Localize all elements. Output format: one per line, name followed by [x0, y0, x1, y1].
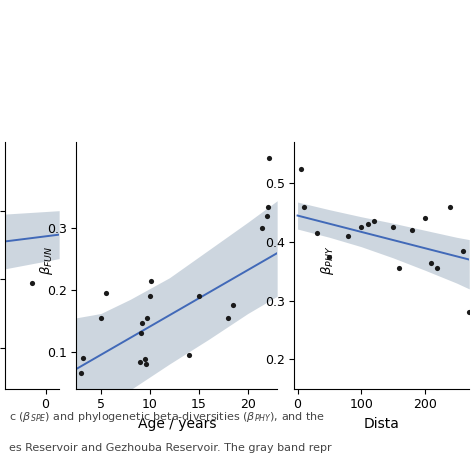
Point: [229, 302, 237, 310]
Point: [297, 165, 304, 173]
Point: [434, 264, 441, 272]
X-axis label: Dista: Dista: [364, 417, 400, 431]
Point: [265, 154, 273, 162]
Point: [264, 212, 271, 220]
Text: $\beta_{PHY}$: $\beta_{PHY}$: [319, 246, 336, 275]
Point: [146, 292, 154, 300]
Point: [370, 218, 378, 225]
Point: [259, 225, 266, 232]
Point: [264, 203, 272, 211]
Point: [395, 264, 403, 272]
Point: [147, 277, 155, 285]
Point: [28, 279, 36, 286]
Point: [137, 329, 145, 337]
Point: [195, 292, 202, 300]
Point: [427, 259, 435, 266]
X-axis label: Age / years: Age / years: [137, 417, 216, 431]
Point: [357, 224, 365, 231]
Point: [224, 314, 232, 322]
Point: [345, 232, 352, 240]
Point: [326, 253, 333, 260]
Point: [300, 203, 308, 210]
Point: [97, 314, 105, 322]
Point: [465, 309, 473, 316]
Point: [313, 229, 320, 237]
Point: [136, 358, 144, 366]
Point: [408, 227, 416, 234]
Text: c ($\beta_{SPE}$) and phylogenetic beta-diversities ($\beta_{PHY}$), and the: c ($\beta_{SPE}$) and phylogenetic beta-…: [9, 410, 326, 424]
Point: [102, 289, 109, 297]
Point: [364, 220, 371, 228]
Point: [421, 215, 428, 222]
Text: es Reservoir and Gezhouba Reservoir. The gray band repr: es Reservoir and Gezhouba Reservoir. The…: [9, 443, 332, 453]
Point: [143, 314, 151, 322]
Point: [389, 224, 397, 231]
Point: [142, 360, 150, 368]
Point: [447, 203, 454, 210]
Point: [141, 356, 149, 363]
Point: [80, 354, 87, 362]
Point: [77, 370, 85, 377]
Point: [185, 351, 193, 359]
Point: [138, 319, 146, 327]
Text: $\beta_{FUN}$: $\beta_{FUN}$: [38, 246, 55, 275]
Point: [459, 247, 467, 255]
